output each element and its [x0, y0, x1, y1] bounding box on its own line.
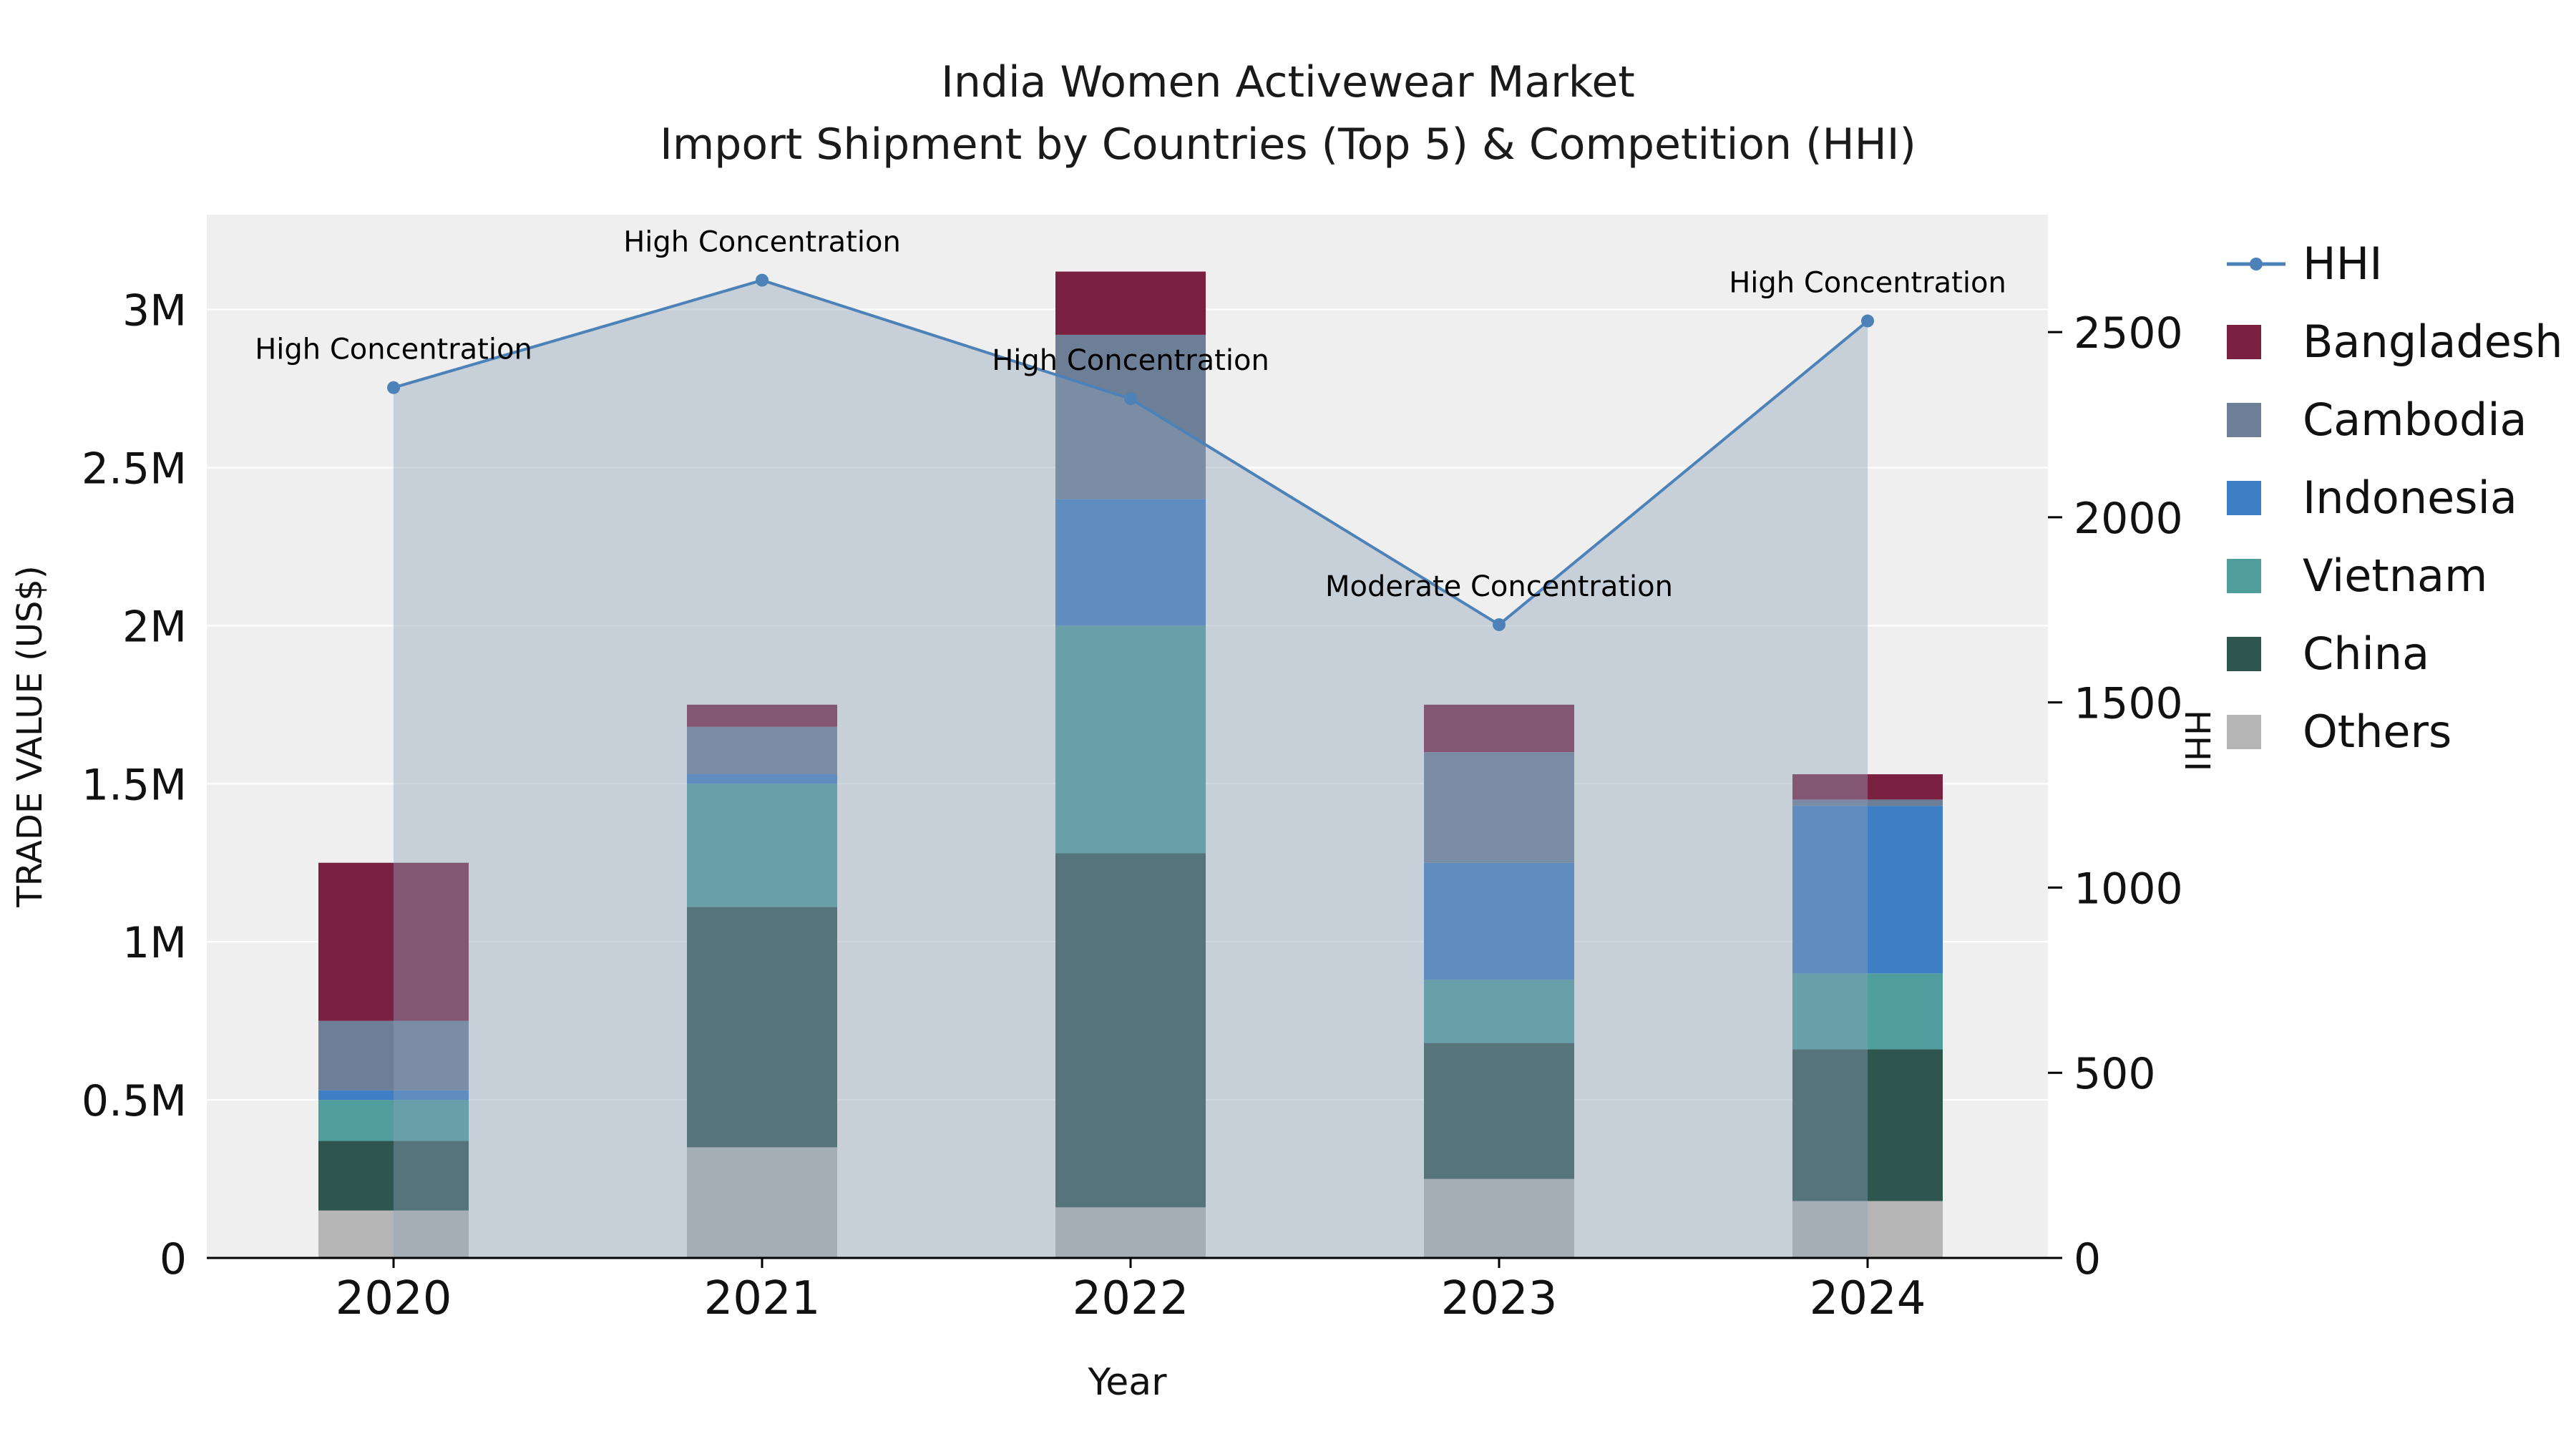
y-right-tick-label: 2500 [2074, 308, 2183, 358]
legend-item-bangladesh[interactable]: Bangladesh [2227, 316, 2563, 368]
bar-2020-indonesia [318, 1090, 469, 1101]
legend-item-indonesia[interactable]: Indonesia [2227, 472, 2563, 524]
annotation-2024: High Concentration [1729, 267, 2006, 300]
bar-2022-china [1055, 853, 1206, 1208]
hhi-area-fill [394, 280, 1868, 1258]
bar-2023-others [1424, 1179, 1574, 1258]
legend-label: Cambodia [2303, 394, 2527, 446]
legend-swatch-vietnam [2227, 558, 2285, 593]
bar-2023-vietnam [1424, 980, 1574, 1043]
y-left-tick-label: 0.5M [82, 1076, 187, 1126]
bar-2024-cambodia [1792, 799, 1943, 806]
x-tick-label-2021: 2021 [704, 1272, 821, 1325]
legend-item-hhi[interactable]: HHI [2227, 238, 2563, 290]
x-tick-label-2023: 2023 [1441, 1272, 1558, 1325]
legend-label: Vietnam [2303, 550, 2488, 602]
legend-label: Bangladesh [2303, 316, 2563, 368]
legend-line-sample [2227, 250, 2285, 278]
legend-label: HHI [2303, 238, 2383, 290]
bar-2021-cambodia [687, 726, 837, 775]
bar-2024-indonesia [1792, 806, 1943, 974]
y-left-tick-label: 1M [122, 918, 187, 968]
bar-2020-cambodia [318, 1020, 469, 1091]
legend-swatch-others [2227, 714, 2285, 749]
bar-2021-indonesia [687, 774, 837, 784]
bar-2024-bangladesh [1792, 774, 1943, 800]
x-axis-title: Year [1088, 1361, 1167, 1404]
bar-2020-vietnam [318, 1100, 469, 1141]
hhi-marker-2023 [1493, 618, 1506, 631]
y-right-tick-label: 1500 [2074, 679, 2183, 729]
legend-swatch-indonesia [2227, 480, 2285, 515]
y-right-tick-label: 500 [2074, 1049, 2156, 1099]
y-left-tick-label: 2M [122, 602, 187, 652]
hhi-marker-2021 [756, 273, 769, 287]
bar-2023-china [1424, 1043, 1574, 1179]
legend-swatch-bangladesh [2227, 324, 2285, 359]
y-axis-title-right: HHI [2177, 709, 2217, 772]
bar-2020-china [318, 1141, 469, 1211]
bar-2022-bangladesh [1055, 271, 1206, 335]
annotation-2022: High Concentration [992, 344, 1269, 377]
legend-label: China [2303, 628, 2430, 680]
y-right-tick-label: 1000 [2074, 864, 2183, 914]
x-tick-label-2022: 2022 [1073, 1272, 1189, 1325]
y-left-tick-label: 2.5M [82, 444, 187, 494]
y-right-tick-label: 0 [2074, 1234, 2101, 1284]
legend-item-china[interactable]: China [2227, 628, 2563, 680]
y-left-tick-label: 0 [160, 1234, 187, 1284]
bar-2022-vietnam [1055, 625, 1206, 854]
hhi-marker-2024 [1861, 314, 1874, 328]
y-left-tick-label: 1.5M [82, 760, 187, 810]
bar-2023-bangladesh [1424, 704, 1574, 753]
bar-2022-others [1055, 1207, 1206, 1258]
annotation-2023: Moderate Concentration [1325, 570, 1673, 603]
annotation-2020: High Concentration [255, 333, 532, 366]
bar-2024-vietnam [1792, 973, 1943, 1050]
legend-item-others[interactable]: Others [2227, 706, 2563, 758]
y-left-tick-label: 3M [122, 286, 187, 336]
bar-2023-cambodia [1424, 752, 1574, 863]
bar-2024-others [1792, 1201, 1943, 1258]
legend-label: Indonesia [2303, 472, 2517, 524]
legend-swatch-cambodia [2227, 402, 2285, 437]
legend-item-cambodia[interactable]: Cambodia [2227, 394, 2563, 446]
legend-label: Others [2303, 706, 2452, 758]
legend-item-vietnam[interactable]: Vietnam [2227, 550, 2563, 602]
chart-title-line1: India Women Activewear Market [941, 57, 1635, 107]
x-tick-label-2024: 2024 [1810, 1272, 1926, 1325]
annotation-2021: High Concentration [623, 226, 901, 259]
bar-2023-indonesia [1424, 862, 1574, 980]
bar-2024-china [1792, 1049, 1943, 1201]
bar-2020-bangladesh [318, 862, 469, 1021]
bar-2021-vietnam [687, 784, 837, 907]
chart-title-line2: Import Shipment by Countries (Top 5) & C… [660, 119, 1916, 170]
hhi-marker-2020 [387, 381, 400, 394]
bar-2020-others [318, 1210, 469, 1258]
bar-2021-bangladesh [687, 704, 837, 727]
y-right-tick-label: 2000 [2074, 494, 2183, 544]
bar-2022-indonesia [1055, 499, 1206, 626]
chart-title: India Women Activewear Market Import Shi… [0, 52, 2576, 176]
x-tick-label-2020: 2020 [336, 1272, 452, 1325]
hhi-marker-2022 [1124, 392, 1137, 406]
bar-2021-china [687, 907, 837, 1148]
bar-2021-others [687, 1147, 837, 1258]
legend: HHI Bangladesh Cambodia Indonesia Vietnam Chi… [2227, 238, 2563, 758]
legend-swatch-china [2227, 636, 2285, 671]
bar-2022-cambodia [1055, 334, 1206, 499]
